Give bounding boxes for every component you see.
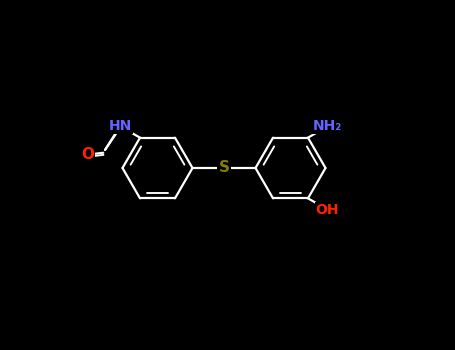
Text: O: O <box>81 147 94 162</box>
Text: S: S <box>218 161 229 175</box>
Text: HN: HN <box>109 119 132 133</box>
Text: NH₂: NH₂ <box>313 119 342 133</box>
Text: OH: OH <box>315 203 339 217</box>
